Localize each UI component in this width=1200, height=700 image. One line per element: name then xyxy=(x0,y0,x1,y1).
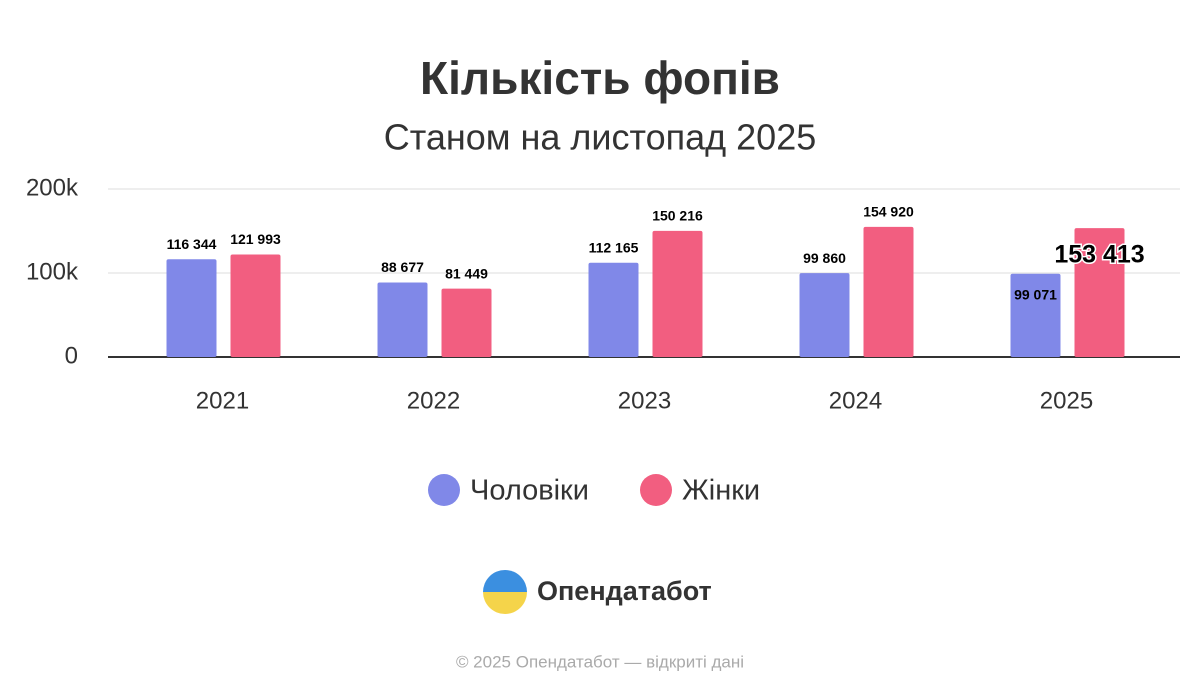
y-tick-label: 100k xyxy=(26,258,79,285)
bar xyxy=(230,254,281,357)
bar xyxy=(1074,228,1125,357)
legend-swatch xyxy=(640,474,672,506)
x-tick-label: 2023 xyxy=(618,387,671,414)
logo-icon xyxy=(483,570,527,614)
chart-title: Кількість фопів xyxy=(420,52,780,104)
value-label: 112 165 xyxy=(589,239,639,255)
x-tick-label: 2024 xyxy=(829,387,882,414)
footer: © 2025 Опендатабот — відкриті дані xyxy=(456,652,744,671)
y-tick-label: 200k xyxy=(26,174,79,201)
legend-swatch xyxy=(428,474,460,506)
bar xyxy=(588,262,639,357)
value-label: 88 677 xyxy=(381,259,424,275)
value-label: 81 449 xyxy=(445,265,488,281)
legend-label: Чоловіки xyxy=(470,475,589,507)
x-tick-label: 2022 xyxy=(407,387,460,414)
bar xyxy=(1010,273,1061,357)
value-label: 154 920 xyxy=(863,204,914,220)
value-label: 121 993 xyxy=(230,231,281,247)
bar xyxy=(799,273,850,357)
bar xyxy=(377,282,428,357)
chart-subtitle: Станом на листопад 2025 xyxy=(384,117,817,158)
value-label: 99 071 xyxy=(1014,286,1057,302)
x-tick-label: 2021 xyxy=(196,387,249,414)
value-label: 153 413 xyxy=(1054,241,1144,269)
legend-label: Жінки xyxy=(682,475,760,507)
value-label: 150 216 xyxy=(652,208,703,224)
bar xyxy=(863,226,914,357)
bar xyxy=(441,288,492,357)
logo-text: Опендатабот xyxy=(537,576,712,606)
y-tick-label: 0 xyxy=(65,342,78,369)
x-tick-label: 2025 xyxy=(1040,387,1093,414)
value-label: 116 344 xyxy=(167,236,217,252)
value-label: 99 860 xyxy=(803,250,846,266)
bar xyxy=(652,230,703,357)
bar xyxy=(166,259,217,357)
